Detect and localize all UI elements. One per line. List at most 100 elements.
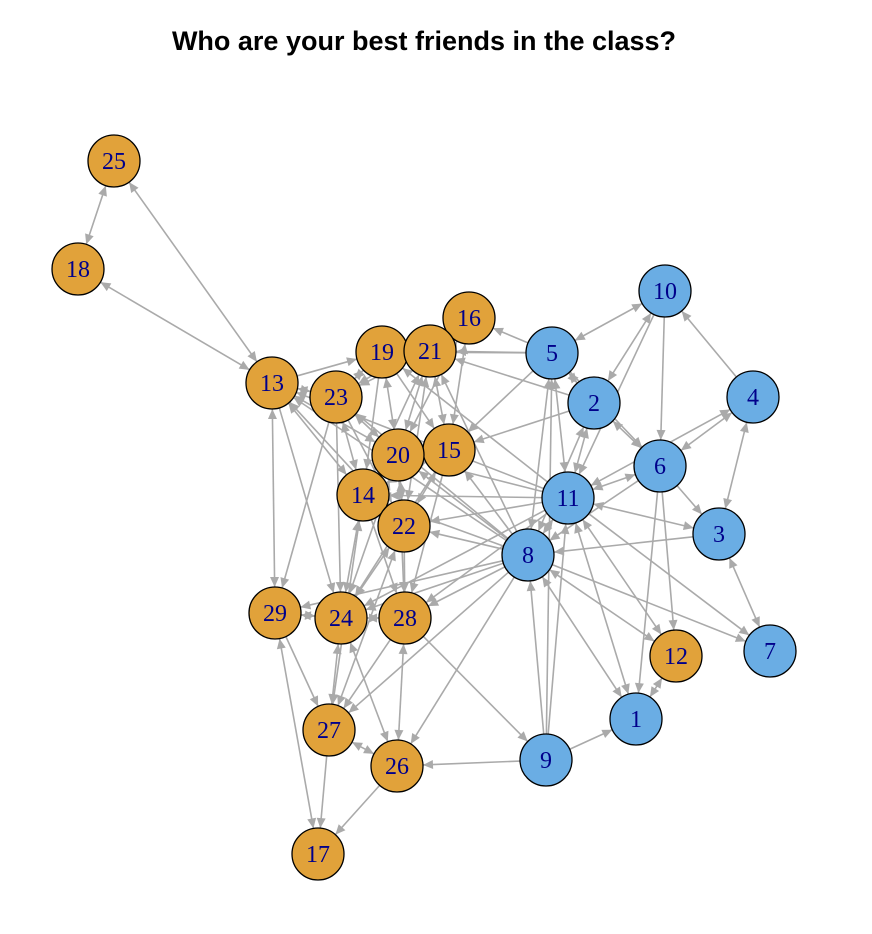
node-label-23: 23 xyxy=(324,385,348,411)
node-26: 26 xyxy=(370,739,424,793)
edge-22-28 xyxy=(400,551,410,593)
node-circle-23 xyxy=(309,370,363,424)
edge-13-29 xyxy=(267,408,280,588)
node-12: 12 xyxy=(649,629,703,683)
node-label-16: 16 xyxy=(457,306,481,332)
node-circle-4 xyxy=(726,370,780,424)
node-layer: 1234567891011121314151617181920212223242… xyxy=(51,134,797,881)
edge-28-26 xyxy=(394,643,408,741)
node-6: 6 xyxy=(633,439,687,493)
chart-title: Who are your best friends in the class? xyxy=(171,26,677,56)
node-circle-29 xyxy=(248,586,302,640)
edge-5-21 xyxy=(455,347,527,357)
node-17: 17 xyxy=(291,827,345,881)
edge-26-17 xyxy=(334,784,381,836)
node-circle-3 xyxy=(692,507,746,561)
edge-11-19 xyxy=(401,367,549,483)
node-16: 16 xyxy=(442,291,496,345)
edge-8-27 xyxy=(347,571,510,714)
node-label-27: 27 xyxy=(317,718,341,744)
edge-22-27 xyxy=(337,550,396,706)
node-circle-24 xyxy=(314,591,368,645)
edge-5-11 xyxy=(551,378,569,473)
edge-11-14 xyxy=(388,491,543,501)
node-19: 19 xyxy=(355,325,409,379)
node-label-18: 18 xyxy=(66,257,90,283)
edge-3-8 xyxy=(553,536,694,556)
node-label-29: 29 xyxy=(263,601,287,627)
edge-13-19 xyxy=(296,357,358,377)
edge-8-12 xyxy=(549,568,655,643)
edge-24-28 xyxy=(367,613,379,623)
edge-6-1 xyxy=(634,491,659,694)
edge-8-7 xyxy=(551,563,747,643)
edge-9-26 xyxy=(422,760,521,770)
node-label-25: 25 xyxy=(102,149,126,175)
edge-8-20 xyxy=(418,470,508,540)
node-circle-10 xyxy=(638,264,692,318)
node-1: 1 xyxy=(609,692,663,746)
node-27: 27 xyxy=(302,703,356,757)
edge-6-8 xyxy=(549,479,639,542)
edge-11-12 xyxy=(582,519,662,635)
node-label-12: 12 xyxy=(664,644,688,670)
node-label-22: 22 xyxy=(392,514,416,540)
edge-18-25 xyxy=(85,185,107,245)
edge-29-24 xyxy=(300,610,316,620)
edge-4-3 xyxy=(723,422,749,509)
edge-22-24 xyxy=(355,547,390,597)
edge-9-1 xyxy=(569,729,613,750)
node-label-8: 8 xyxy=(522,543,534,569)
edge-3-7 xyxy=(728,557,761,628)
edge-8-26 xyxy=(410,576,515,745)
edge-8-22 xyxy=(429,529,503,550)
node-label-20: 20 xyxy=(386,443,410,469)
node-circle-20 xyxy=(371,428,425,482)
node-circle-27 xyxy=(302,703,356,757)
node-circle-1 xyxy=(609,692,663,746)
edge-19-14 xyxy=(363,377,380,470)
edge-23-24 xyxy=(335,422,345,593)
edge-23-19 xyxy=(353,368,365,381)
edge-8-21 xyxy=(440,374,518,532)
edge-layer xyxy=(85,181,761,836)
node-22: 22 xyxy=(377,499,431,553)
node-label-2: 2 xyxy=(588,391,600,417)
node-20: 20 xyxy=(371,428,425,482)
node-circle-22 xyxy=(377,499,431,553)
node-circle-26 xyxy=(370,739,424,793)
edge-23-29 xyxy=(280,421,330,589)
edge-2-10 xyxy=(607,312,652,382)
node-28: 28 xyxy=(378,591,432,645)
node-circle-9 xyxy=(519,733,573,787)
edge-11-8 xyxy=(542,518,554,535)
edge-13-18 xyxy=(100,281,250,371)
node-label-7: 7 xyxy=(764,639,776,665)
edge-11-1 xyxy=(574,522,630,695)
node-label-3: 3 xyxy=(713,522,725,548)
node-circle-11 xyxy=(541,471,595,525)
node-21: 21 xyxy=(403,324,457,378)
edge-23-14 xyxy=(341,421,358,471)
node-label-15: 15 xyxy=(437,438,461,464)
node-label-6: 6 xyxy=(654,454,666,480)
edge-4-10 xyxy=(680,310,738,378)
node-29: 29 xyxy=(248,586,302,640)
node-label-19: 19 xyxy=(370,340,394,366)
node-label-14: 14 xyxy=(351,483,375,509)
node-4: 4 xyxy=(726,370,780,424)
node-label-4: 4 xyxy=(747,385,759,411)
node-circle-6 xyxy=(633,439,687,493)
edge-8-15 xyxy=(463,470,514,535)
node-circle-2 xyxy=(567,376,621,430)
node-label-13: 13 xyxy=(260,371,284,397)
node-label-24: 24 xyxy=(329,606,353,632)
node-circle-8 xyxy=(501,528,555,582)
edge-5-10 xyxy=(574,302,643,342)
edge-8-1 xyxy=(541,576,623,698)
edge-11-7 xyxy=(588,513,750,636)
node-23: 23 xyxy=(309,370,363,424)
edge-24-26 xyxy=(349,642,389,742)
edge-5-16 xyxy=(492,327,529,344)
